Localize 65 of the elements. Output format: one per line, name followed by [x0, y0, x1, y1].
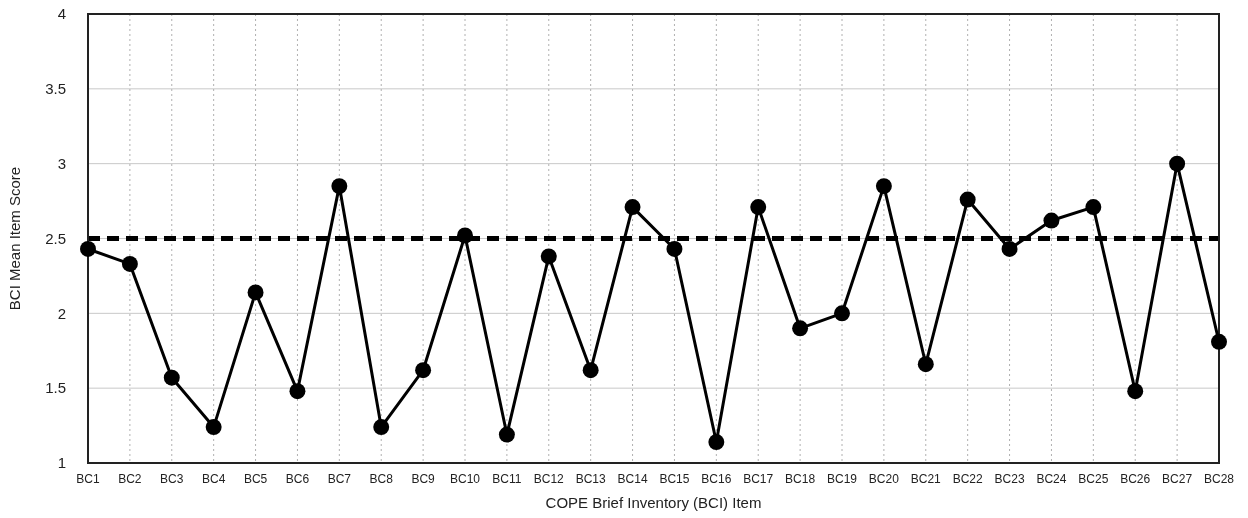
x-tick-label: BC1 [76, 472, 100, 487]
x-tick-label: BC5 [243, 472, 268, 487]
point [1211, 333, 1227, 350]
point [540, 248, 557, 265]
point [624, 199, 641, 216]
point [247, 284, 264, 301]
x-tick-label: BC7 [327, 472, 352, 487]
point [415, 362, 432, 379]
x-axis-title: COPE Brief Inventory (BCI) Item [545, 494, 762, 511]
x-tick-label: BC15 [659, 472, 690, 487]
x-tick-label: BC20 [868, 472, 900, 487]
x-tick-label: BC25 [1078, 472, 1109, 487]
y-tick-label: 2.5 [45, 229, 66, 247]
point [875, 178, 892, 195]
x-tick-label: BC17 [743, 472, 774, 487]
x-tick-label: BC19 [826, 472, 858, 487]
x-tick-label: BC22 [952, 472, 983, 487]
point [498, 426, 515, 443]
x-tick-label: BC24 [1036, 472, 1067, 487]
x-tick-label: BC18 [785, 472, 816, 487]
x-tick-label: BC12 [533, 472, 565, 487]
y-tick-label: 3 [57, 154, 66, 172]
point [959, 191, 976, 208]
y-tick-label: 1.5 [45, 379, 66, 397]
point [750, 199, 767, 216]
y-tick-label: 4 [57, 5, 66, 23]
point [1127, 383, 1144, 400]
x-tick-label: BC27 [1162, 472, 1193, 487]
point [917, 356, 934, 373]
point [1043, 212, 1060, 229]
x-tick-label: BC8 [369, 472, 394, 487]
x-tick-label: BC13 [575, 472, 606, 487]
point [582, 362, 599, 379]
x-tick-label: BC4 [201, 472, 226, 487]
y-axis-title: BCI Mean Item Score [6, 166, 23, 311]
y-tick-label: 1 [57, 454, 66, 472]
x-tick-label: BC23 [994, 472, 1025, 487]
point [80, 241, 96, 257]
point [121, 255, 138, 272]
x-tick-label: BC3 [160, 472, 184, 487]
x-tick-label: BC16 [701, 472, 732, 487]
point [331, 178, 348, 195]
x-tick-label: BC21 [910, 472, 942, 487]
x-tick-label: BC6 [285, 472, 310, 487]
point [708, 434, 725, 451]
point [792, 320, 809, 337]
x-tick-label: BC28 [1203, 472, 1235, 487]
point [1001, 241, 1018, 257]
point [373, 419, 390, 436]
point [834, 305, 850, 322]
point [457, 227, 473, 244]
point [666, 241, 683, 257]
y-tick-label: 2 [57, 304, 66, 322]
x-tick-label: BC14 [617, 472, 648, 487]
x-tick-label: BC9 [411, 472, 436, 487]
point [1085, 199, 1102, 216]
x-tick-label: BC2 [118, 472, 142, 487]
x-tick-label: BC10 [449, 472, 481, 487]
y-tick-label: 3.5 [45, 80, 66, 98]
point [289, 383, 306, 400]
x-tick-label: BC11 [492, 472, 522, 487]
point [1169, 155, 1186, 172]
point [163, 369, 180, 386]
point [205, 419, 222, 436]
x-tick-label: BC26 [1120, 472, 1151, 487]
